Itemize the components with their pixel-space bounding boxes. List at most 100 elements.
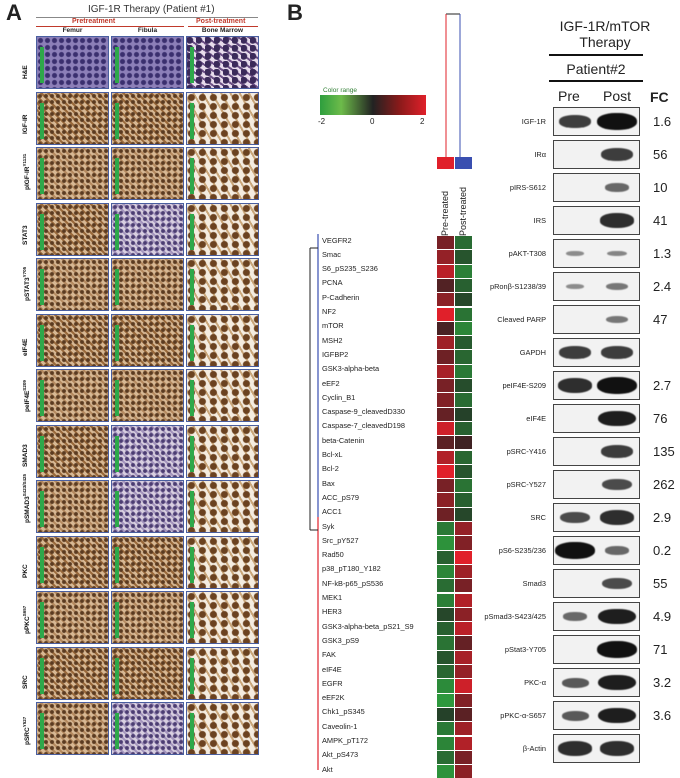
band-post [597, 377, 637, 394]
posttreatment-label: Post-treatment [196, 18, 246, 25]
band-post [604, 546, 630, 555]
ihc-tile [111, 36, 184, 89]
band-pre [555, 542, 595, 559]
ihc-row-label: pSRCY527 [22, 716, 32, 745]
protein-label: pStat3-Y705 [504, 645, 546, 654]
band-pre [566, 250, 584, 257]
heatmap-cell-post [455, 464, 472, 479]
fold-change-value: 3.2 [653, 675, 672, 690]
scale-bar-marker [115, 491, 119, 527]
blot-strip [553, 206, 640, 235]
heatmap-cell-pre [437, 693, 454, 707]
heatmap-cell-pre [437, 250, 454, 264]
scale-bar-marker [115, 602, 119, 638]
gene-label: AMPK_pT172 [322, 736, 369, 745]
protein-label: pPKC-α-S657 [500, 711, 546, 720]
heatmap-cell-pre [437, 536, 454, 550]
gene-label: MEK1 [322, 593, 343, 602]
heatmap-cell-post [455, 336, 472, 350]
fold-change-value: 55 [653, 576, 668, 591]
heatmap-cell-pre [437, 364, 454, 378]
heatmap-cell-pre [437, 650, 454, 664]
band-post [606, 315, 628, 324]
heatmap-cell-post [455, 264, 472, 278]
ihc-tile [186, 202, 259, 256]
gene-label: NF-kB-p65_pS536 [322, 578, 384, 588]
ihc-tile [186, 591, 259, 644]
ihc-row-label: H&E [22, 64, 29, 79]
gene-label: eEF2K [322, 693, 345, 703]
heatmap-cell-post [455, 765, 472, 778]
ihc-tile [186, 535, 259, 589]
protein-label: GAPDH [519, 348, 546, 357]
heatmap-cell-post [455, 550, 472, 564]
heatmap-cell-pre [437, 350, 454, 364]
heatmap-cell-pre [437, 264, 454, 278]
ihc-tile [186, 147, 259, 200]
legend-color-bar [320, 95, 426, 115]
blot-strip [553, 404, 640, 433]
heatmap-cell-post [455, 493, 472, 507]
scale-bar-marker [190, 657, 194, 694]
col-header-femur: Femur [62, 27, 83, 34]
gene-label: Caveolin-1 [322, 721, 358, 731]
protein-label: pAKT-T308 [508, 249, 546, 258]
heatmap-cell-post [455, 436, 472, 450]
fold-change-value: 2.4 [653, 279, 672, 294]
heatmap-cell-pre [437, 293, 454, 307]
blot-strip [553, 107, 640, 136]
heatmap-cell-pre [437, 507, 454, 521]
ihc-row-label: pPKCS657 [22, 605, 32, 634]
panel-a-letter: A [6, 0, 22, 25]
ihc-row-label: eIF4E [22, 338, 29, 356]
post-underline [188, 26, 258, 27]
band-pre [560, 511, 590, 524]
heatmap-cell-post [455, 750, 472, 765]
scale-bar-marker [115, 380, 119, 416]
heatmap-cell-pre [437, 522, 454, 536]
protein-label: pSRC-Y527 [506, 480, 546, 489]
heatmap-cell-pre [437, 707, 454, 722]
band-pre [566, 283, 584, 290]
ihc-tile [186, 258, 259, 311]
heatmap-cell-pre [437, 421, 454, 436]
blot-strip [553, 173, 640, 202]
gene-label: MSH2 [322, 335, 343, 345]
heatmap-cell-pre [437, 736, 454, 750]
band-post [602, 478, 632, 491]
ihc-tile [186, 480, 259, 533]
ihc-tile [111, 480, 184, 533]
wb-title-rule [549, 54, 643, 56]
ihc-tile [36, 258, 109, 311]
blot-strip [553, 701, 640, 730]
protein-label: pS6-S235/236 [498, 546, 546, 555]
band-post [598, 608, 636, 625]
scale-bar-marker [115, 324, 119, 361]
band-post [607, 250, 627, 257]
protein-label: peIF4E-S209 [502, 381, 546, 390]
band-pre [561, 677, 589, 688]
heatmap-cell-post [455, 579, 472, 593]
heatmap-cell-post [455, 278, 472, 293]
heatmap-cell-post [455, 407, 472, 421]
fold-change-value: 2.7 [653, 378, 672, 393]
scale-bar-marker [190, 102, 194, 139]
protein-label: Smad3 [522, 579, 546, 588]
column-dendrogram [445, 13, 461, 158]
gene-label: FAK [322, 650, 336, 660]
band-post [597, 641, 637, 658]
scale-bar-marker [40, 158, 44, 194]
legend-title: Color range [323, 87, 357, 94]
ihc-tile [186, 702, 259, 755]
gene-label: Bcl-xL [322, 450, 343, 459]
heatmap-cell-post [455, 679, 472, 693]
heatmap-cell-post [455, 665, 472, 679]
protein-label: IGF-1R [521, 117, 546, 126]
band-pre [558, 115, 592, 128]
blot-strip [553, 602, 640, 631]
ihc-tile [36, 91, 109, 145]
band-post [606, 282, 628, 291]
ihc-row-label: IGF-IR [22, 114, 29, 135]
ihc-row-label: SRC [22, 675, 29, 689]
heatmap-cell-post [455, 321, 472, 336]
